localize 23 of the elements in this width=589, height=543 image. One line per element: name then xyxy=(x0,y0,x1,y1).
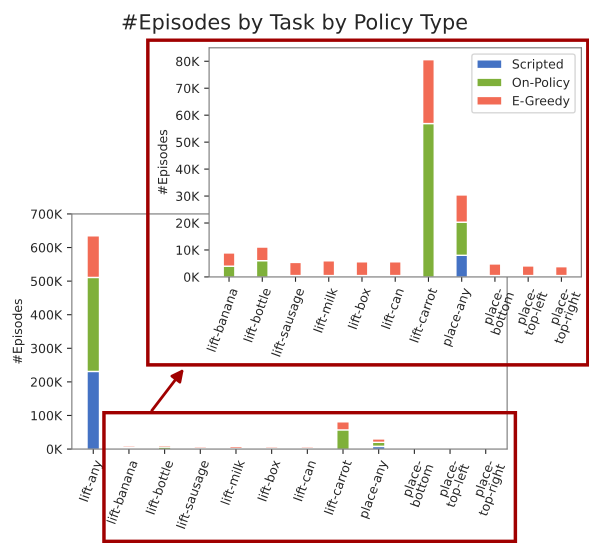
y-tick-label: 30K xyxy=(176,192,200,201)
y-tick-label: 60K xyxy=(176,110,200,120)
y-tick-label: 700K xyxy=(31,209,62,219)
y-tick-label: 500K xyxy=(31,276,62,286)
y-axis-title: #Episodes xyxy=(12,299,25,364)
y-tick-label: 70K xyxy=(176,84,200,94)
y-tick-label: 0K xyxy=(184,272,200,282)
y-tick-label: 400K xyxy=(30,310,62,320)
y-tick-label: 100K xyxy=(31,410,62,420)
y-tick-label: 300K xyxy=(31,344,62,354)
y-tick-label: 200K xyxy=(30,377,62,387)
y-tick-label: 80K xyxy=(176,56,200,66)
legend-label: Scripted xyxy=(512,59,563,72)
y-axis-title: #Episodes xyxy=(158,130,170,194)
chart-title: #Episodes by Task by Policy Type xyxy=(122,14,467,34)
y-tick-label: 600K xyxy=(30,243,62,252)
y-tick-label: 10K xyxy=(176,245,200,255)
y-tick-label: 40K xyxy=(176,164,200,174)
y-tick-label: 50K xyxy=(176,138,200,148)
y-tick-label: 20K xyxy=(176,218,200,228)
legend-label: E-Greedy xyxy=(513,96,570,108)
y-tick-label: 0K xyxy=(46,444,62,454)
legend-label: On-Policy xyxy=(512,77,570,90)
